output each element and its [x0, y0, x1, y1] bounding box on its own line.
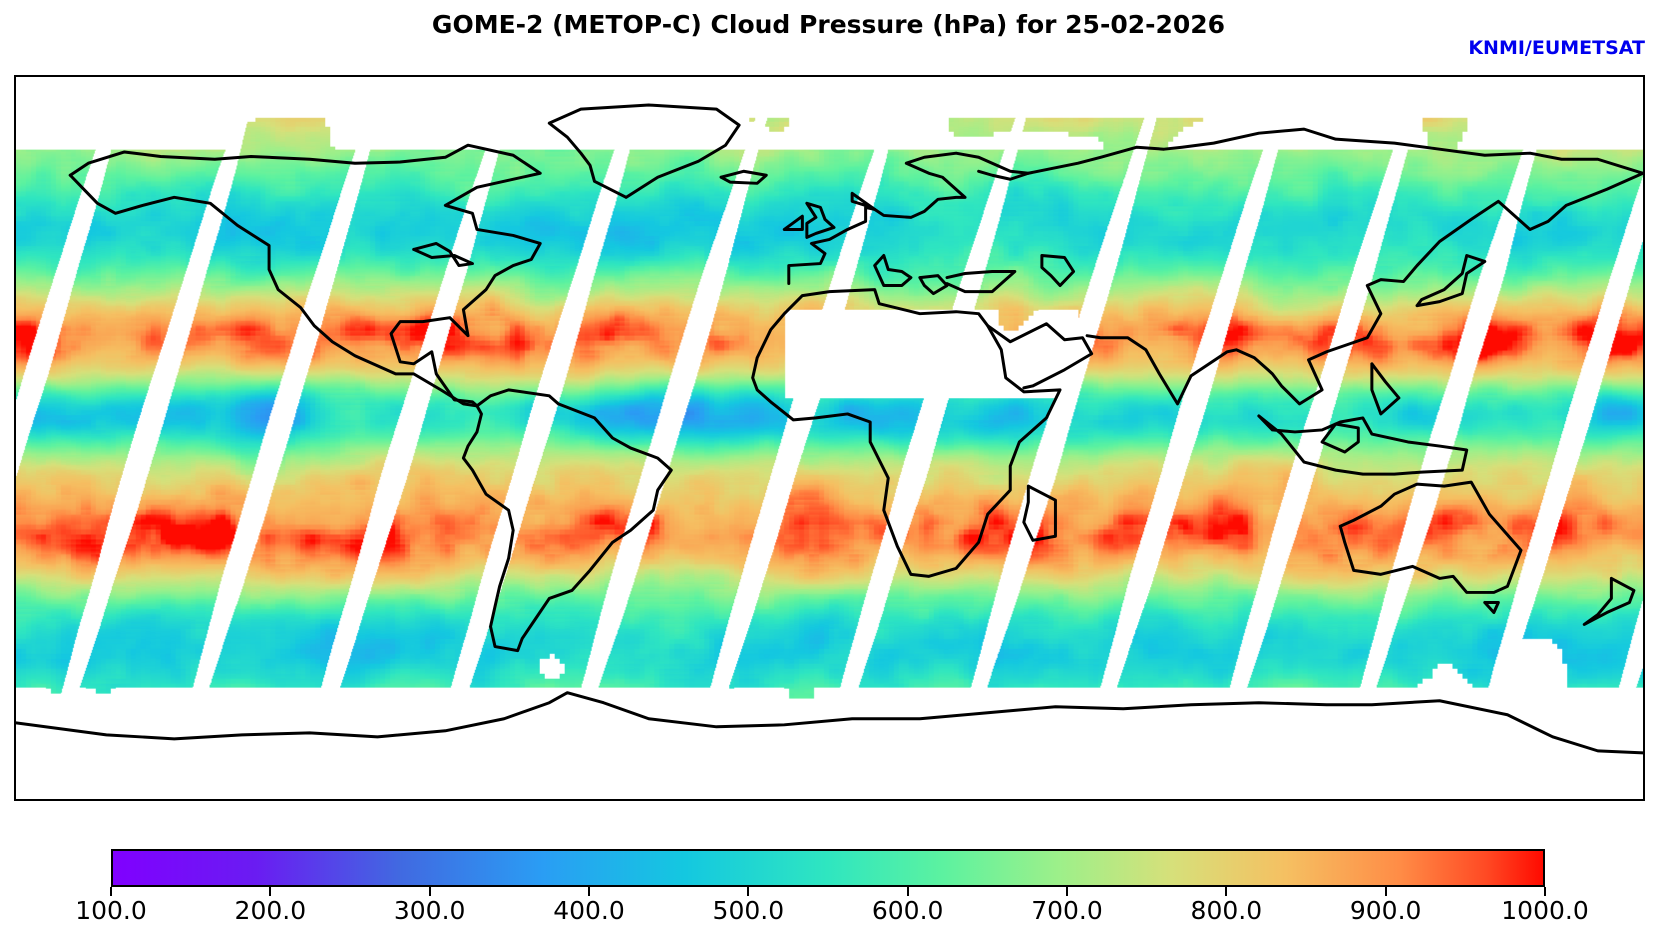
colorbar-tick-label: 800.0 — [1190, 896, 1263, 925]
colorbar-tick-labels: 100.0 200.0 300.0 400.0 500.0 600.0 700.0 800.0… — [75, 896, 1589, 936]
colorbar-tick — [906, 887, 909, 896]
colorbar-gradient — [113, 851, 1543, 885]
page-title: GOME-2 (METOP-C) Cloud Pressure (hPa) fo… — [431, 10, 1226, 39]
colorbar-tick — [269, 887, 272, 896]
colorbar-tick — [747, 887, 750, 896]
colorbar-tick-label: 300.0 — [393, 896, 466, 925]
colorbar-tick-label: 1000.0 — [1501, 896, 1589, 925]
colorbar-tick — [1544, 887, 1546, 896]
colorbar-tick-label: 500.0 — [712, 896, 785, 925]
colorbar-tick-label: 600.0 — [871, 896, 944, 925]
colorbar-tick — [110, 887, 112, 896]
colorbar-tick-marks — [110, 887, 1546, 897]
colorbar-tick — [1225, 887, 1228, 896]
colorbar-tick — [1384, 887, 1387, 896]
colorbar-tick — [588, 887, 590, 896]
credit-label: KNMI/EUMETSAT — [1468, 37, 1645, 59]
colorbar-tick-label: 700.0 — [1031, 896, 1103, 925]
map-plot-area — [14, 75, 1645, 801]
colorbar-tick — [1066, 887, 1068, 896]
colorbar — [111, 849, 1545, 887]
colorbar-tick-label: 400.0 — [553, 896, 625, 925]
colorbar-tick — [428, 887, 431, 896]
cloud-pressure-heatmap — [16, 77, 1643, 799]
colorbar-tick-label: 100.0 — [75, 896, 147, 925]
colorbar-tick-label: 200.0 — [234, 896, 307, 925]
colorbar-tick-label: 900.0 — [1349, 896, 1422, 925]
